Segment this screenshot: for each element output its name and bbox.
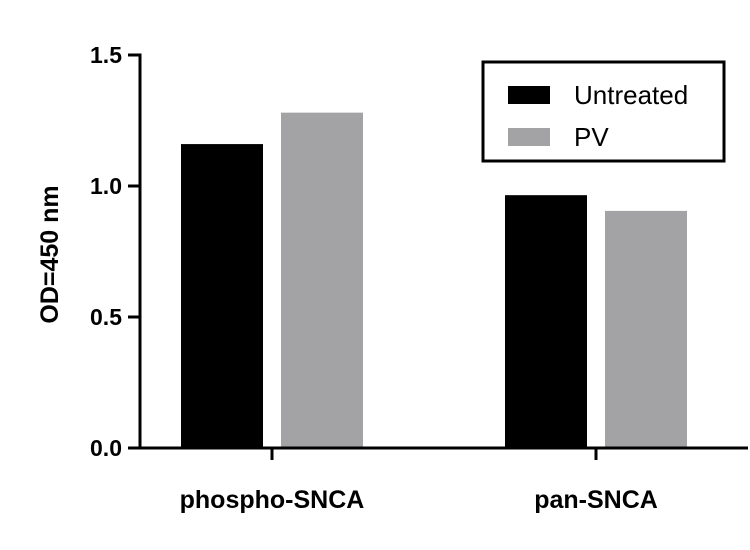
y-tick-label: 0.5 (90, 304, 122, 330)
axes-layer (128, 53, 748, 460)
bar-untreated-phospho-snca (181, 144, 263, 448)
legend-swatch (508, 86, 550, 104)
legend-label: PV (574, 122, 609, 152)
y-tick-label: 1.0 (90, 173, 122, 199)
y-axis-title: OD=450 nm (36, 185, 64, 323)
bar-untreated-pan-snca (505, 195, 587, 448)
legend-swatch (508, 128, 550, 146)
x-category-label: phospho-SNCA (180, 486, 365, 514)
legend: Untreated PV (481, 60, 726, 163)
y-tick-label: 1.5 (90, 42, 122, 68)
bar-pv-pan-snca (605, 210, 687, 448)
y-tick-label: 0.0 (90, 435, 122, 461)
x-category-label: pan-SNCA (534, 486, 658, 514)
text-layer: 0.0 0.5 1.0 1.5 phospho-SNCA pan-SNCA OD=450 n… (36, 42, 658, 514)
bar-pv-phospho-snca (281, 112, 363, 448)
legend-label: Untreated (574, 80, 688, 110)
bars-layer (181, 112, 687, 448)
